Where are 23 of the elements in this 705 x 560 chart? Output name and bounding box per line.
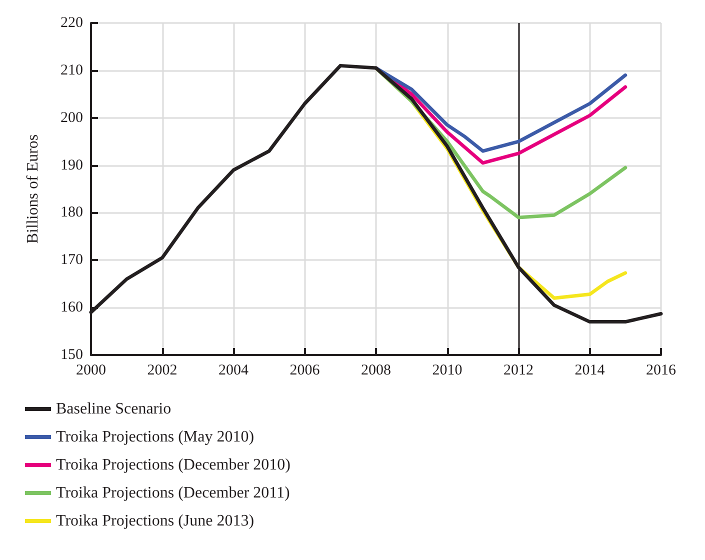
- x-tick-label: 2000: [76, 362, 106, 378]
- y-tick-label: 160: [60, 300, 83, 316]
- legend-label: Troika Projections (December 2011): [56, 484, 290, 502]
- legend-label: Baseline Scenario: [56, 400, 172, 418]
- x-tick-label: 2012: [504, 362, 534, 378]
- y-tick-label: 220: [60, 15, 83, 31]
- x-tick-label: 2014: [574, 362, 606, 378]
- x-tick-label: 2010: [432, 362, 462, 378]
- legend-label: Troika Projections (June 2013): [56, 512, 254, 530]
- y-tick-label: 150: [60, 347, 83, 363]
- legend-label: Troika Projections (December 2010): [56, 456, 290, 474]
- y-tick-label: 190: [60, 157, 83, 174]
- x-tick-label: 2016: [646, 362, 676, 378]
- x-tick-label: 2006: [290, 362, 320, 378]
- x-tick-label: 2008: [361, 362, 391, 378]
- y-axis-title: Billions of Euros: [24, 134, 42, 244]
- y-tick-label: 170: [60, 252, 83, 268]
- x-tick-label: 2002: [147, 362, 178, 378]
- y-tick-label: 210: [60, 62, 83, 78]
- y-tick-label: 180: [60, 204, 83, 221]
- y-tick-label: 200: [60, 110, 83, 126]
- legend-label: Troika Projections (May 2010): [56, 428, 254, 446]
- x-tick-label: 2004: [218, 362, 249, 378]
